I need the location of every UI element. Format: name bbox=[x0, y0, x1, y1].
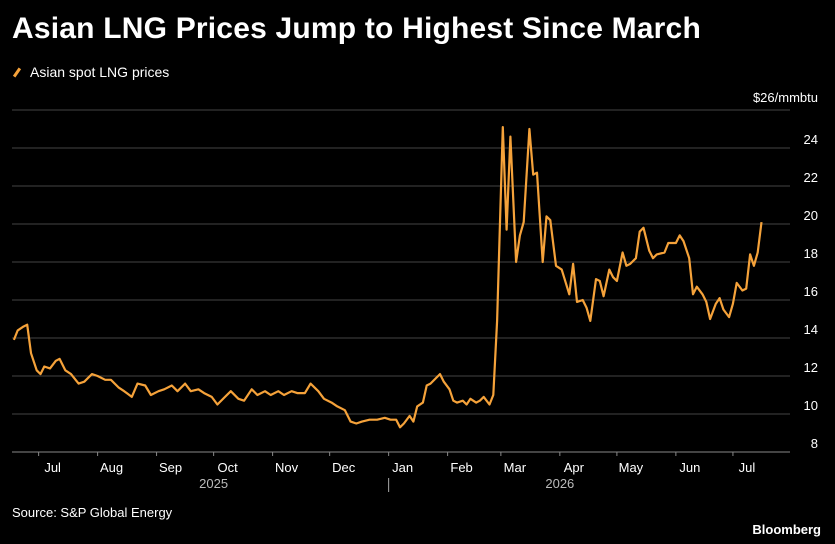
y-tick-label-16: 16 bbox=[804, 284, 818, 299]
series-line-asian-spot-lng bbox=[12, 126, 763, 429]
y-tick-label-12: 12 bbox=[804, 360, 818, 375]
legend-label: Asian spot LNG prices bbox=[30, 64, 170, 80]
y-tick-label-18: 18 bbox=[804, 246, 818, 261]
year-label-2025: 2025 bbox=[199, 476, 228, 491]
y-tick-label-24: 24 bbox=[804, 132, 818, 147]
year-label-2026: 2026 bbox=[545, 476, 574, 491]
source-note: Source: S&P Global Energy bbox=[12, 505, 173, 520]
x-axis-ticks: Jul Aug Sep Oct Nov Dec Jan Feb Mar Apr May Jun Jul bbox=[12, 451, 790, 475]
x-tick-label-feb: Feb bbox=[450, 460, 472, 475]
x-tick-label-dec: Dec bbox=[332, 460, 356, 475]
y-tick-label-20: 20 bbox=[804, 208, 818, 223]
y-tick-label-10: 10 bbox=[804, 398, 818, 413]
x-tick-label-may: May bbox=[619, 460, 644, 475]
y-axis-ticks: 8 10 12 14 16 18 20 22 24 bbox=[804, 132, 818, 451]
y-axis-unit-label: $26/mmbtu bbox=[753, 90, 818, 105]
x-tick-label-mar: Mar bbox=[504, 460, 527, 475]
x-tick-label-jul: Jul bbox=[44, 460, 61, 475]
grid-lines bbox=[12, 109, 790, 453]
x-tick-label-jan: Jan bbox=[392, 460, 413, 475]
x-tick-label-nov: Nov bbox=[275, 460, 299, 475]
chart-legend: Asian spot LNG prices bbox=[12, 64, 169, 80]
x-tick-label-apr: Apr bbox=[564, 460, 585, 475]
x-tick-label-sep: Sep bbox=[159, 460, 182, 475]
year-labels: 2025 2026 bbox=[199, 476, 574, 492]
y-tick-label-14: 14 bbox=[804, 322, 818, 337]
x-tick-label-aug: Aug bbox=[100, 460, 123, 475]
y-tick-label-8: 8 bbox=[811, 436, 818, 451]
bloomberg-logo: Bloomberg bbox=[752, 522, 821, 537]
x-tick-label-oct: Oct bbox=[218, 460, 239, 475]
x-tick-label-jun: Jun bbox=[679, 460, 700, 475]
chart-title: Asian LNG Prices Jump to Highest Since M… bbox=[12, 12, 701, 45]
x-tick-label-jul: Jul bbox=[739, 460, 756, 475]
y-tick-label-22: 22 bbox=[804, 170, 818, 185]
